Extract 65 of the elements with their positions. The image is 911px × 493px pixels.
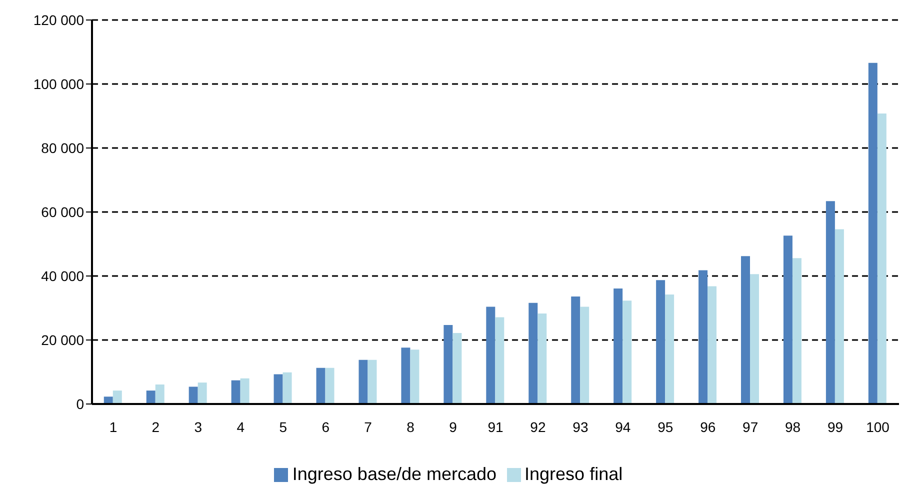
bar [580, 306, 590, 404]
x-tick-label: 100 [866, 418, 890, 435]
bar [146, 390, 156, 404]
x-tick-label: 2 [152, 418, 160, 435]
bar [282, 372, 292, 404]
y-tick-label: 120 000 [33, 12, 84, 28]
bar [155, 384, 164, 404]
bar [231, 380, 240, 404]
x-tick-label: 96 [700, 418, 716, 435]
bar [665, 294, 674, 404]
x-tick-label: 6 [322, 418, 330, 435]
bar [188, 386, 198, 404]
y-tick-label: 100 000 [33, 76, 84, 92]
bar [274, 374, 283, 404]
bar [877, 113, 886, 404]
bar [452, 332, 462, 404]
x-tick-label: 5 [279, 418, 288, 435]
x-tick-label: 91 [488, 418, 504, 435]
x-tick-label: 99 [828, 418, 844, 435]
bar [571, 296, 580, 404]
y-tick-label: 0 [76, 396, 84, 412]
x-tick-label: 93 [572, 418, 588, 435]
x-tick-label: 3 [194, 418, 202, 435]
bar [708, 286, 717, 404]
x-tick-label: 4 [236, 418, 245, 435]
bar [834, 229, 844, 404]
bar [826, 201, 835, 404]
x-tick-label: 9 [449, 418, 458, 435]
x-tick-label: 95 [658, 418, 674, 435]
bar [656, 280, 666, 404]
bar [622, 300, 632, 404]
bar [198, 382, 207, 404]
y-tick-label: 60 000 [41, 204, 84, 220]
x-tick-label: 97 [742, 418, 758, 435]
y-tick-label: 20 000 [41, 332, 84, 348]
bar [698, 270, 708, 404]
legend-label: Ingreso final [524, 464, 623, 484]
x-tick-label: 1 [109, 418, 118, 435]
y-tick-label: 80 000 [41, 140, 84, 156]
bar [528, 302, 538, 404]
bar [868, 62, 878, 404]
bar [741, 256, 750, 404]
x-tick-label: 98 [785, 418, 801, 435]
bar [538, 313, 547, 404]
bar [325, 368, 334, 404]
bar [783, 236, 792, 404]
bar [240, 378, 250, 404]
bar [750, 274, 759, 404]
x-tick-label: 92 [530, 418, 546, 435]
x-tick-label: 94 [615, 418, 631, 435]
x-tick-label: 7 [364, 418, 372, 435]
bar [486, 306, 496, 404]
bar [401, 348, 410, 404]
bar [358, 360, 368, 404]
legend-label: Ingreso base/de mercado [292, 464, 497, 484]
bar [792, 258, 802, 404]
bar [316, 368, 326, 404]
x-tick-label: 8 [406, 418, 415, 435]
bar [112, 390, 122, 404]
bar [444, 324, 453, 404]
bar [614, 288, 623, 404]
bar [368, 360, 377, 404]
bar [495, 317, 504, 404]
bar [410, 350, 420, 404]
y-tick-label: 40 000 [41, 268, 84, 284]
